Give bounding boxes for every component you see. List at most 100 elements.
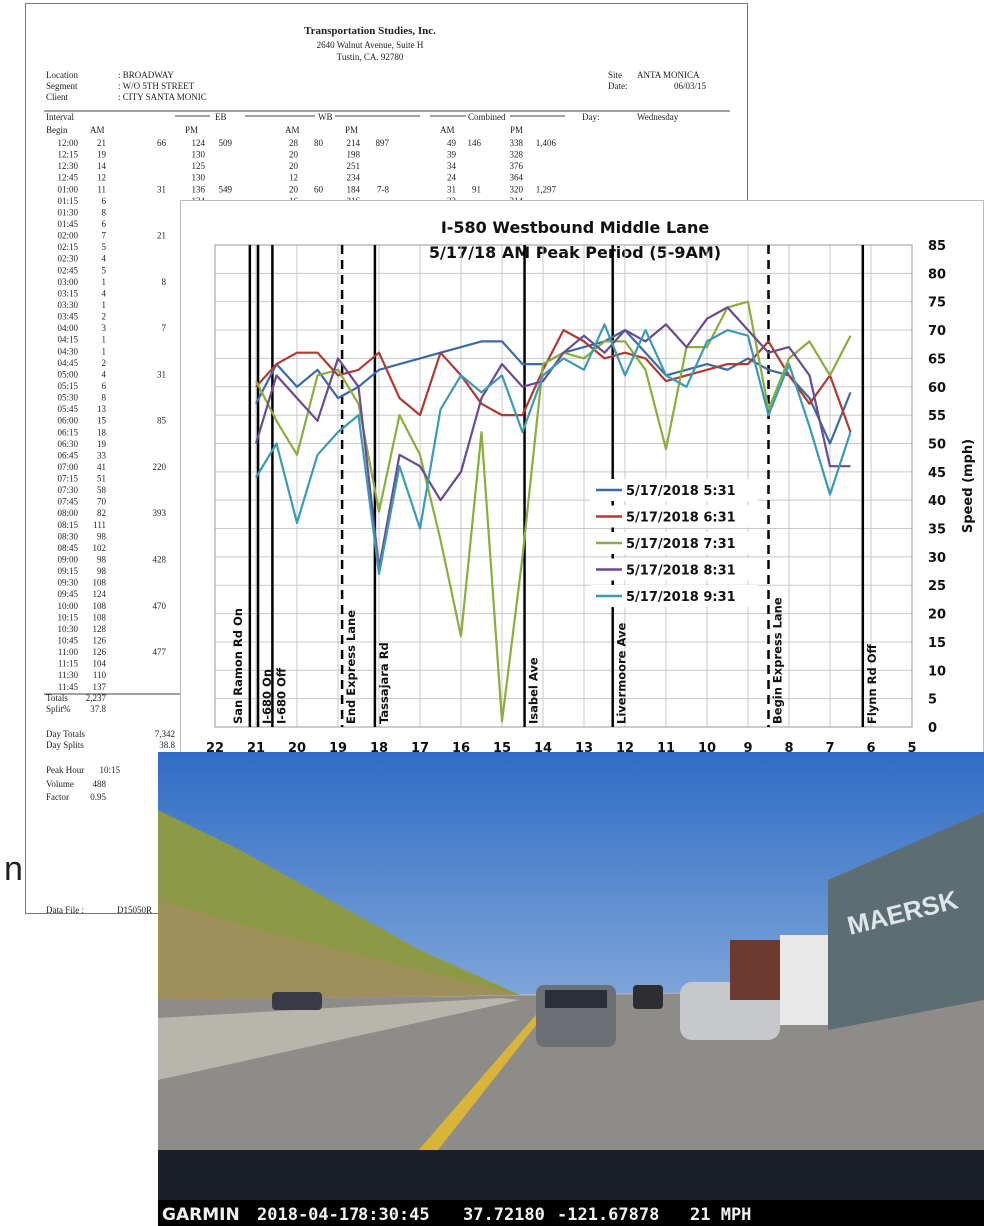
cell: 428 [153, 555, 167, 565]
cell: 184 [347, 184, 361, 194]
cell: 04:15 [57, 335, 78, 345]
cell: 198 [347, 150, 361, 160]
summary-value: 38.8 [159, 740, 175, 750]
interval: Interval [46, 112, 74, 122]
cell: 09:00 [57, 555, 78, 565]
cell: 364 [510, 173, 524, 183]
cell: 18 [97, 427, 107, 437]
cell: 130 [192, 173, 206, 183]
cell: 124 [93, 589, 107, 599]
cell: 251 [347, 161, 361, 171]
landmark-label: Livermoore Ave [615, 623, 629, 724]
field-label: Segment [46, 81, 78, 91]
cell: 12:15 [57, 150, 78, 160]
cell: 477 [153, 647, 167, 657]
cell: 10:30 [57, 624, 78, 634]
cell: 08:15 [57, 520, 78, 530]
cell: 108 [93, 578, 107, 588]
cell: 146 [468, 138, 482, 148]
landmark-label: I-680 Off [274, 667, 288, 724]
field-label: Client [46, 92, 68, 102]
cell: 111 [93, 520, 106, 530]
cell: 91 [472, 184, 481, 194]
cell: 04:45 [57, 358, 78, 368]
cell: 136 [192, 184, 206, 194]
date-label: Date: [608, 81, 628, 91]
cell: 4 [102, 369, 107, 379]
cell: 137 [93, 682, 107, 692]
site-value: ANTA MONICA [637, 70, 700, 80]
cell: 108 [93, 612, 107, 622]
cell: 98 [97, 566, 107, 576]
summary-label: Volume [46, 779, 74, 789]
cell: 7-8 [377, 184, 389, 194]
cell: 04:30 [57, 346, 78, 356]
cell: 03:00 [57, 277, 78, 287]
summary-label: Factor [46, 792, 69, 802]
cell: 04:00 [57, 323, 78, 333]
y-axis-label: Speed (mph) [961, 439, 976, 533]
cell: 12 [97, 173, 106, 183]
cell: 7 [102, 231, 107, 241]
cell: 10:00 [57, 601, 78, 611]
cell: 49 [447, 138, 457, 148]
cell: 33 [97, 450, 107, 460]
car [633, 985, 663, 1009]
cell: 6 [102, 381, 107, 391]
summary-label: Day Totals [46, 729, 85, 739]
cell: 02:00 [57, 231, 78, 241]
cell: 05:15 [57, 381, 78, 391]
cell: 24 [447, 173, 457, 183]
cell: 19 [97, 150, 107, 160]
cell: 5 [102, 242, 107, 252]
cell: 11:45 [58, 682, 79, 692]
y-tick-label: 85 [928, 239, 946, 254]
cell: 320 [510, 184, 524, 194]
cell: 12:30 [57, 161, 78, 171]
cell: 11:15 [58, 659, 79, 669]
landmark-label: Tassajara Rd [377, 642, 391, 724]
date-value: 06/03/15 [674, 81, 707, 91]
cell: 51 [97, 474, 106, 484]
summary-value: 10:15 [99, 765, 120, 775]
cell: 09:30 [57, 578, 78, 588]
y-tick-label: 55 [928, 409, 946, 424]
summary-label: Peak Hour [46, 765, 84, 775]
cell: 376 [510, 161, 524, 171]
pm-head: PM [345, 125, 358, 135]
cell: 08:00 [57, 508, 78, 518]
cell: 31 [157, 184, 166, 194]
landmark-label: Isabel Ave [527, 657, 541, 724]
cell: 5 [102, 265, 107, 275]
chart-subtitle: 5/17/18 AM Peak Period (5-9AM) [429, 243, 721, 262]
address: 2640 Walnut Avenue, Suite H [317, 40, 424, 50]
y-tick-label: 80 [928, 267, 946, 282]
cell: 234 [347, 173, 361, 183]
combined: Combined [468, 112, 506, 122]
legend-entry: 5/17/2018 8:31 [626, 564, 736, 579]
caption-latitude: 37.72180 [463, 1205, 545, 1225]
cell: 104 [93, 659, 107, 669]
cell: 05:45 [57, 404, 78, 414]
cell: 14 [97, 161, 107, 171]
eb: EB [215, 112, 227, 122]
cell: 10:45 [57, 636, 78, 646]
collage: n Transportation Studies, Inc.2640 Walnu… [0, 0, 984, 1226]
cell: 03:30 [57, 300, 78, 310]
summary-value: 0.95 [90, 792, 106, 802]
cell: 82 [97, 508, 106, 518]
cell: 85 [157, 416, 167, 426]
cell: 125 [192, 161, 206, 171]
page: {"slide_fragment": "n", "document": { "h… [0, 0, 984, 1226]
cell: 09:15 [57, 566, 78, 576]
y-tick-label: 45 [928, 466, 946, 481]
cell: 328 [510, 150, 524, 160]
cell: 6 [102, 219, 107, 229]
cell: 21 [97, 138, 106, 148]
summary-label: Totals [46, 693, 68, 703]
y-tick-label: 25 [928, 579, 946, 594]
cell: 1 [102, 346, 107, 356]
landmark-label: Flynn Rd Off [865, 643, 879, 724]
cell: 08:45 [57, 543, 78, 553]
cell: 393 [153, 508, 167, 518]
